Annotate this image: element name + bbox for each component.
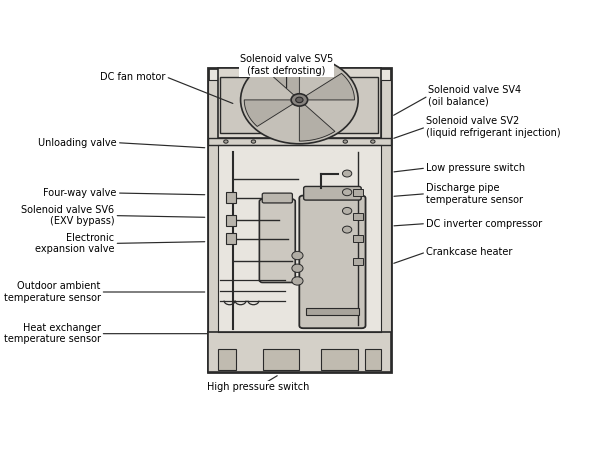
Polygon shape [307,74,355,100]
FancyBboxPatch shape [299,196,365,328]
Circle shape [292,264,303,272]
Text: Solenoid valve SV6
(EXV bypass): Solenoid valve SV6 (EXV bypass) [22,205,115,226]
Bar [306,308,359,315]
FancyBboxPatch shape [304,186,361,200]
Polygon shape [264,59,299,95]
Circle shape [296,97,303,103]
Text: Solenoid valve SV5
(fast defrosting): Solenoid valve SV5 (fast defrosting) [240,55,333,76]
Circle shape [343,226,352,233]
Circle shape [292,251,303,260]
Text: Unloading valve: Unloading valve [38,138,117,147]
Text: Outdoor ambient
temperature sensor: Outdoor ambient temperature sensor [4,281,101,303]
Circle shape [291,94,308,106]
Bar [263,349,299,370]
Bar [208,68,391,372]
Polygon shape [299,105,335,141]
Bar [353,189,363,196]
Text: High pressure switch: High pressure switch [208,382,310,392]
FancyBboxPatch shape [262,193,292,203]
Text: Solenoid valve SV4
(oil balance): Solenoid valve SV4 (oil balance) [428,85,521,106]
Bar [218,68,381,138]
Bar [365,349,381,370]
Text: DC inverter compressor: DC inverter compressor [426,219,542,229]
Circle shape [292,277,303,285]
Bar [353,258,363,265]
Bar [353,235,363,242]
Text: Solenoid valve SV2
(liquid refrigerant injection): Solenoid valve SV2 (liquid refrigerant i… [426,116,561,138]
Circle shape [297,140,302,143]
Text: DC fan motor: DC fan motor [100,72,166,82]
Circle shape [343,189,352,196]
Circle shape [343,170,352,177]
Bar [226,215,236,226]
Text: Four-way valve: Four-way valve [43,188,117,198]
Bar [322,349,358,370]
Bar [381,80,391,332]
FancyBboxPatch shape [259,199,295,282]
Bar [218,349,236,370]
Polygon shape [244,100,292,126]
Text: Electronic
expansion valve: Electronic expansion valve [35,233,115,254]
Bar [226,234,236,244]
Circle shape [343,140,347,143]
Text: Low pressure switch: Low pressure switch [426,163,525,173]
Bar [220,78,379,133]
Text: Heat exchanger
temperature sensor: Heat exchanger temperature sensor [4,323,101,345]
Text: Discharge pipe
temperature sensor: Discharge pipe temperature sensor [426,183,523,204]
Circle shape [371,140,375,143]
Text: Crankcase heater: Crankcase heater [426,247,512,257]
Bar [208,80,218,332]
Bar [353,213,363,220]
Bar [226,192,236,203]
Circle shape [241,56,358,144]
Bar [208,138,391,146]
Circle shape [251,140,256,143]
Circle shape [224,140,228,143]
Circle shape [343,207,352,214]
Bar [208,332,391,372]
